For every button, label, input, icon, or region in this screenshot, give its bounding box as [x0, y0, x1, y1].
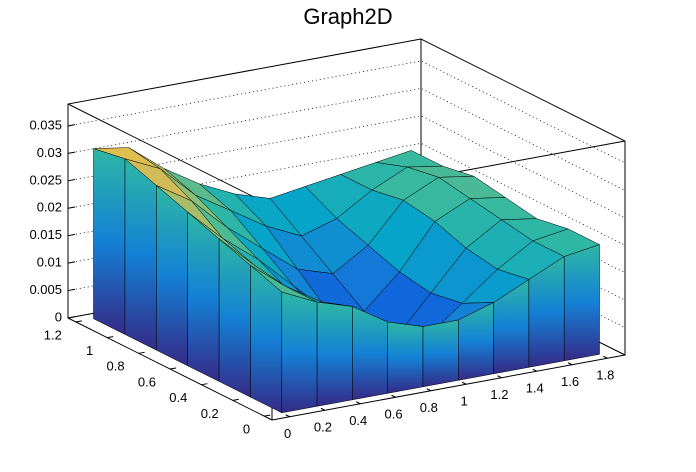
skirt-segment: [422, 319, 459, 388]
y-tick-label: 1: [86, 343, 93, 358]
y-tick-label: 0: [243, 422, 250, 437]
z-tick-label: 0.01: [37, 255, 62, 270]
x-tick-label: 1.6: [561, 374, 579, 389]
z-tick-label: 0.015: [29, 227, 62, 242]
z-tick: [67, 288, 76, 292]
x-tick: [532, 368, 537, 372]
z-tick: [67, 179, 76, 182]
skirt-segment: [218, 238, 251, 398]
x-tick-label: 0.6: [385, 407, 403, 422]
skirt-segment: [316, 301, 353, 407]
x-tick-label: 0.2: [314, 420, 332, 435]
x-tick-label: 1.4: [526, 381, 544, 396]
skirt-segment: [387, 321, 424, 394]
z-tick-label: 0.03: [37, 145, 62, 160]
z-tick-label: 0.005: [29, 282, 62, 297]
x-tick: [461, 381, 467, 385]
box-edge: [67, 103, 273, 207]
x-tick-label: 0.8: [420, 400, 438, 415]
y-tick: [169, 367, 177, 370]
x-tick: [426, 388, 432, 392]
z-tick: [67, 316, 76, 319]
box-edge: [271, 354, 626, 421]
z-tick-label: 0: [55, 309, 62, 324]
x-tick: [285, 414, 290, 418]
z-tick-label: 0.025: [29, 172, 62, 187]
z-tick: [67, 261, 76, 264]
y-tick: [232, 398, 239, 401]
x-tick-label: 0: [284, 426, 291, 441]
z-tick-label: 0.035: [29, 117, 62, 132]
y-tick-label: 1.2: [44, 327, 62, 342]
skirt-segment: [563, 244, 600, 362]
y-tick: [201, 383, 208, 386]
skirt-segment: [156, 184, 188, 367]
z-tick: [67, 124, 76, 127]
skirt-segment: [93, 148, 126, 335]
y-tick-label: 0.6: [138, 374, 156, 389]
y-tick-label: 0.4: [169, 390, 187, 405]
x-tick: [391, 394, 396, 398]
z-tick-label: 0.02: [37, 200, 62, 215]
skirt: [93, 148, 600, 414]
z-tick: [67, 233, 76, 237]
x-tick: [320, 407, 326, 411]
y-tick: [75, 320, 82, 323]
y-tick-label: 0.2: [201, 406, 219, 421]
x-tick: [497, 375, 502, 379]
y-tick: [107, 336, 114, 339]
chart-title: Graph2D: [303, 4, 392, 29]
z-tick: [67, 151, 76, 154]
y-tick: [138, 351, 145, 354]
x-tick-label: 1: [461, 394, 468, 409]
x-tick: [356, 401, 361, 405]
skirt-segment: [281, 291, 318, 414]
skirt-segment: [124, 158, 157, 351]
z-tick: [67, 206, 76, 209]
x-tick-label: 1.8: [596, 368, 614, 383]
x-tick-label: 0.4: [349, 413, 367, 428]
skirt-segment: [352, 306, 388, 401]
y-tick-label: 0.8: [107, 359, 125, 374]
skirt-segment: [187, 211, 220, 382]
y-tick: [264, 414, 271, 417]
surface: [93, 147, 601, 340]
x-tick: [603, 355, 608, 359]
x-tick-label: 1.2: [490, 387, 508, 402]
x-tick: [567, 362, 573, 366]
